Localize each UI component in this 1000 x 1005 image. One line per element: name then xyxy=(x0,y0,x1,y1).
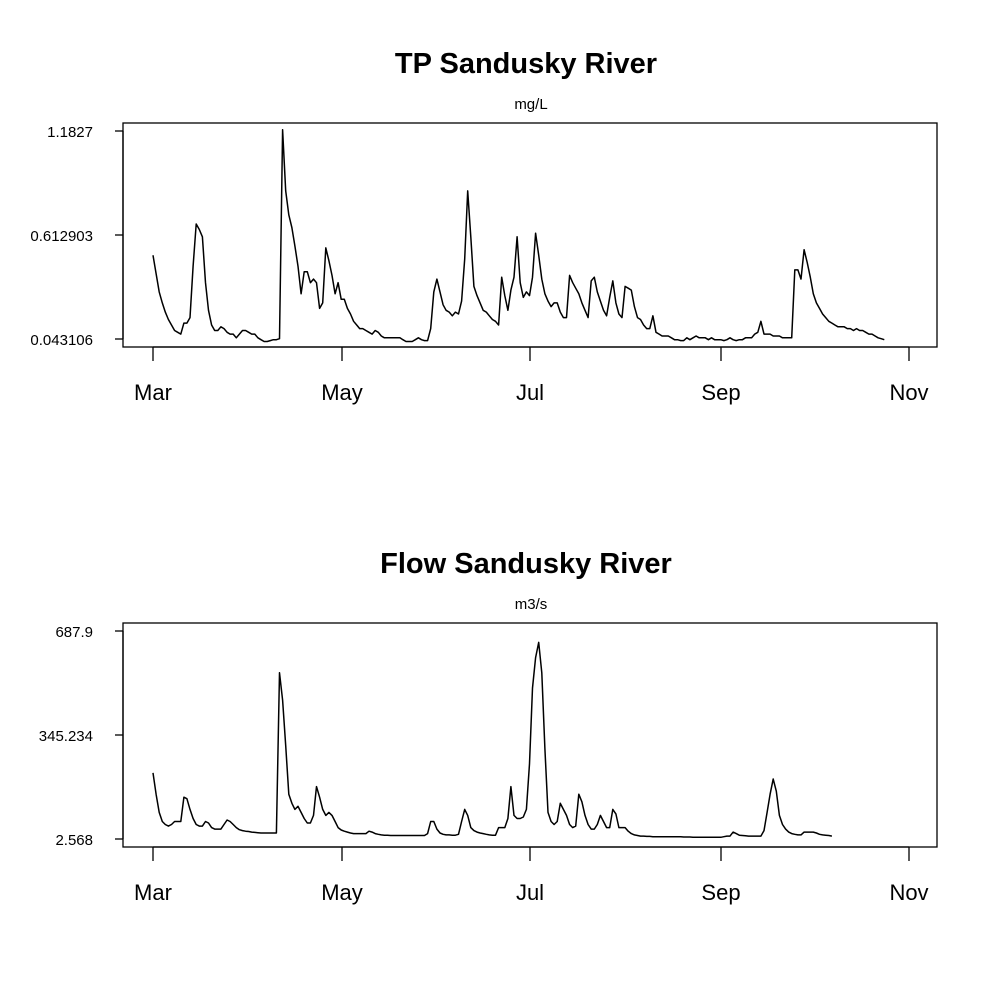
flow-x-tick-label-mar: Mar xyxy=(134,880,172,905)
tp-chart-title: TP Sandusky River xyxy=(395,48,657,80)
tp-chart-unit: mg/L xyxy=(514,96,547,113)
flow-y-tick-label-bottom: 2.568 xyxy=(55,832,93,849)
tp-y-tick-label-bottom: 0.043106 xyxy=(30,332,93,349)
tp-x-tick-label-nov: Nov xyxy=(889,380,928,405)
flow-series-line xyxy=(152,641,833,839)
flow-x-tick-label-sep: Sep xyxy=(701,880,740,905)
tp-x-tick-label-mar: Mar xyxy=(134,380,172,405)
tp-x-tick-label-jul: Jul xyxy=(516,380,544,405)
tp-panel: TP Sandusky River mg/L 1.1827 0.612903 0… xyxy=(30,48,938,405)
tp-y-tick-label-top: 1.1827 xyxy=(47,124,93,141)
flow-y-tick-label-top: 687.9 xyxy=(55,624,93,641)
flow-y-tick-label-mid: 345.234 xyxy=(39,728,93,745)
tp-plot-frame xyxy=(122,122,938,348)
flow-panel: Flow Sandusky River m3/s 687.9 345.234 2… xyxy=(39,548,938,905)
flow-chart-unit: m3/s xyxy=(515,596,548,613)
flow-x-tick-label-nov: Nov xyxy=(889,880,928,905)
tp-x-tick-label-sep: Sep xyxy=(701,380,740,405)
flow-chart-title: Flow Sandusky River xyxy=(380,548,672,580)
tp-series-line xyxy=(152,129,885,343)
tp-x-tick-label-may: May xyxy=(321,380,363,405)
flow-x-tick-label-may: May xyxy=(321,880,363,905)
flow-x-tick-label-jul: Jul xyxy=(516,880,544,905)
tp-y-tick-label-mid: 0.612903 xyxy=(30,228,93,245)
